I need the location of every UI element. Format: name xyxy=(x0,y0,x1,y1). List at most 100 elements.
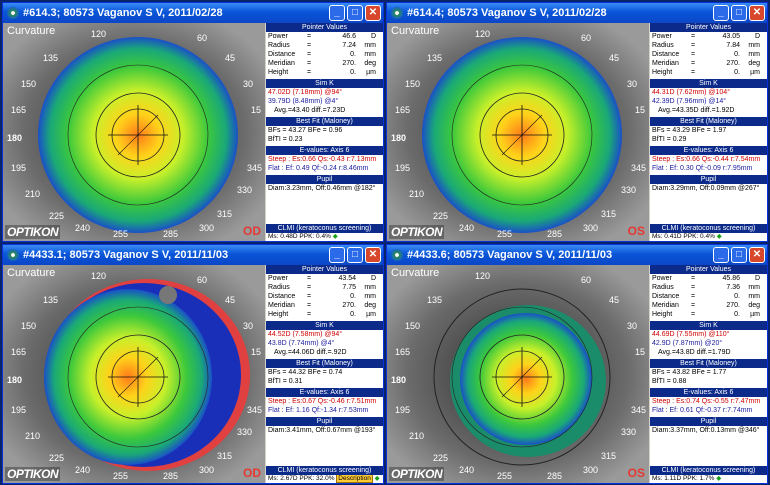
evalues-steep: Steep : Es:0.66 Qs:-0.43 r:7.13mm xyxy=(268,156,377,163)
close-button[interactable]: ✕ xyxy=(749,5,765,21)
pointer-values-header: Pointer Values xyxy=(266,23,383,32)
values-panel: Pointer Values Power = 43.54 D Radius = 7.75 m… xyxy=(266,265,383,483)
angle-label: 330 xyxy=(621,185,637,195)
optikon-logo: OPTIKON xyxy=(389,225,445,239)
meridian-value: 270. xyxy=(342,302,356,309)
bestfit-values: BFs = 43.27 BFe = 0.96 xyxy=(268,127,343,134)
curvature-map[interactable]: Curvature 120 60 45 135 150 30 165 15 18… xyxy=(3,23,265,241)
topography-window[interactable]: #4433.6; 80573 Vaganov S V, 2011/11/03 _… xyxy=(386,244,768,484)
angle-label: 315 xyxy=(217,209,233,219)
close-button[interactable]: ✕ xyxy=(365,5,381,21)
meridian-row: Meridian = 270. deg xyxy=(652,302,760,309)
clmi-status: Ms: 2.67D PPK: 32.0% Description ◆ xyxy=(266,475,383,483)
app-icon xyxy=(391,249,403,261)
app-icon xyxy=(7,249,19,261)
angle-label: 255 xyxy=(113,471,129,481)
simk-flat: 42.39D (7.96mm) @14° xyxy=(652,98,727,105)
power-value: 46.6 xyxy=(342,33,356,40)
meridian-row: Meridian = 270. deg xyxy=(268,302,376,309)
status-dot-icon: ◆ xyxy=(332,233,338,240)
pupil-header: Pupil xyxy=(650,175,767,184)
curvature-map[interactable]: Curvature 120 60 45 135 150 30 165 15 18… xyxy=(387,23,649,241)
angle-label: 255 xyxy=(113,229,129,239)
simk-steep: 44.69D (7.55mm) @110° xyxy=(652,331,730,338)
height-row: Height = 0. µm xyxy=(268,69,376,76)
bftl-value: BfTI = 0.31 xyxy=(268,378,303,385)
simk-flat: 42.9D (7.87mm) @20° xyxy=(652,340,723,347)
description-button[interactable]: Description xyxy=(336,475,373,483)
distance-value: 0. xyxy=(350,51,356,58)
distance-row: Distance = 0. mm xyxy=(268,51,376,58)
corneal-map-graphic xyxy=(387,265,649,483)
map-ring xyxy=(67,306,209,448)
angle-label: 60 xyxy=(197,33,208,43)
simk-steep: 47.02D (7.18mm) @94° xyxy=(268,89,343,96)
angle-label: 15 xyxy=(635,105,646,115)
distance-value: 0. xyxy=(350,293,356,300)
angle-label: 240 xyxy=(459,465,475,475)
evalues-header: E-values: Axis 6 xyxy=(266,388,383,397)
topography-window[interactable]: #4433.1; 80573 Vaganov S V, 2011/11/03 _… xyxy=(2,244,384,484)
angle-label: 180 xyxy=(7,133,23,143)
distance-row: Distance = 0. mm xyxy=(652,51,760,58)
bftl-value: BfTI = 0.29 xyxy=(652,136,687,143)
angle-label: 240 xyxy=(75,465,91,475)
angle-label: 45 xyxy=(609,295,620,305)
evalues-flat: Flat : Ef: 0.49 Qf:-0.24 r:8.46mm xyxy=(268,165,369,172)
minimize-button[interactable]: _ xyxy=(713,5,729,21)
angle-label: 300 xyxy=(199,465,215,475)
map-axis xyxy=(501,114,543,156)
topography-window[interactable]: #614.3; 80573 Vaganov S V, 2011/02/28 _ … xyxy=(2,2,384,242)
map-outline xyxy=(433,288,611,466)
bestfit-header: Best Fit (Maloney) xyxy=(266,359,383,368)
optikon-logo: OPTIKON xyxy=(5,225,61,239)
minimize-button[interactable]: _ xyxy=(713,247,729,263)
minimize-button[interactable]: _ xyxy=(329,5,345,21)
simk-header: Sim K xyxy=(266,321,383,330)
distance-value: 0. xyxy=(734,293,740,300)
angle-label: 345 xyxy=(247,405,263,415)
angle-label: 240 xyxy=(75,223,91,233)
maximize-button[interactable]: □ xyxy=(347,5,363,21)
angle-label: 165 xyxy=(395,105,411,115)
angle-label: 180 xyxy=(7,375,23,385)
pupil-header: Pupil xyxy=(266,175,383,184)
angle-label: 60 xyxy=(581,33,592,43)
power-row: Power = 43.05 D xyxy=(652,33,760,40)
curvature-map[interactable]: Curvature 120 60 45 135 150 30 165 15 18… xyxy=(3,265,265,483)
maximize-button[interactable]: □ xyxy=(731,247,747,263)
radius-row: Radius = 7.75 mm xyxy=(268,284,376,291)
topography-window[interactable]: #614.4; 80573 Vaganov S V, 2011/02/28 _ … xyxy=(386,2,768,242)
angle-label: 60 xyxy=(581,275,592,285)
window-title: #4433.6; 80573 Vaganov S V, 2011/11/03 xyxy=(407,249,613,261)
pupil-values: Diam:3.23mm, Off:0.46mm @182° xyxy=(268,185,376,192)
angle-label: 120 xyxy=(91,29,107,39)
window-titlebar[interactable]: #614.3; 80573 Vaganov S V, 2011/02/28 _ … xyxy=(3,3,383,23)
close-button[interactable]: ✕ xyxy=(749,247,765,263)
curvature-map[interactable]: Curvature 120 60 45 135 150 30 165 15 18… xyxy=(387,265,649,483)
pupil-header: Pupil xyxy=(650,417,767,426)
height-value: 0. xyxy=(350,311,356,318)
radius-row: Radius = 7.84 mm xyxy=(652,42,760,49)
window-titlebar[interactable]: #614.4; 80573 Vaganov S V, 2011/02/28 _ … xyxy=(387,3,767,23)
pointer-values-header: Pointer Values xyxy=(650,265,767,274)
angle-label: 15 xyxy=(635,347,646,357)
clmi-status: Ms: 1.11D PPK: 1.7% ◆ xyxy=(650,475,767,483)
angle-label: 195 xyxy=(11,163,27,173)
angle-label: 15 xyxy=(251,105,262,115)
clmi-header: CLMI (keratoconus screening) xyxy=(266,224,383,233)
angle-label: 330 xyxy=(621,427,637,437)
maximize-button[interactable]: □ xyxy=(347,247,363,263)
status-dot-icon: ◆ xyxy=(374,475,380,482)
optikon-logo: OPTIKON xyxy=(389,467,445,481)
window-title: #614.4; 80573 Vaganov S V, 2011/02/28 xyxy=(407,7,607,19)
minimize-button[interactable]: _ xyxy=(329,247,345,263)
maximize-button[interactable]: □ xyxy=(731,5,747,21)
simk-steep: 44.52D (7.58mm) @94° xyxy=(268,331,343,338)
angle-label: 315 xyxy=(217,451,233,461)
close-button[interactable]: ✕ xyxy=(365,247,381,263)
window-titlebar[interactable]: #4433.6; 80573 Vaganov S V, 2011/11/03 _… xyxy=(387,245,767,265)
window-titlebar[interactable]: #4433.1; 80573 Vaganov S V, 2011/11/03 _… xyxy=(3,245,383,265)
map-type-label: Curvature xyxy=(7,25,56,37)
map-ring xyxy=(451,306,593,448)
